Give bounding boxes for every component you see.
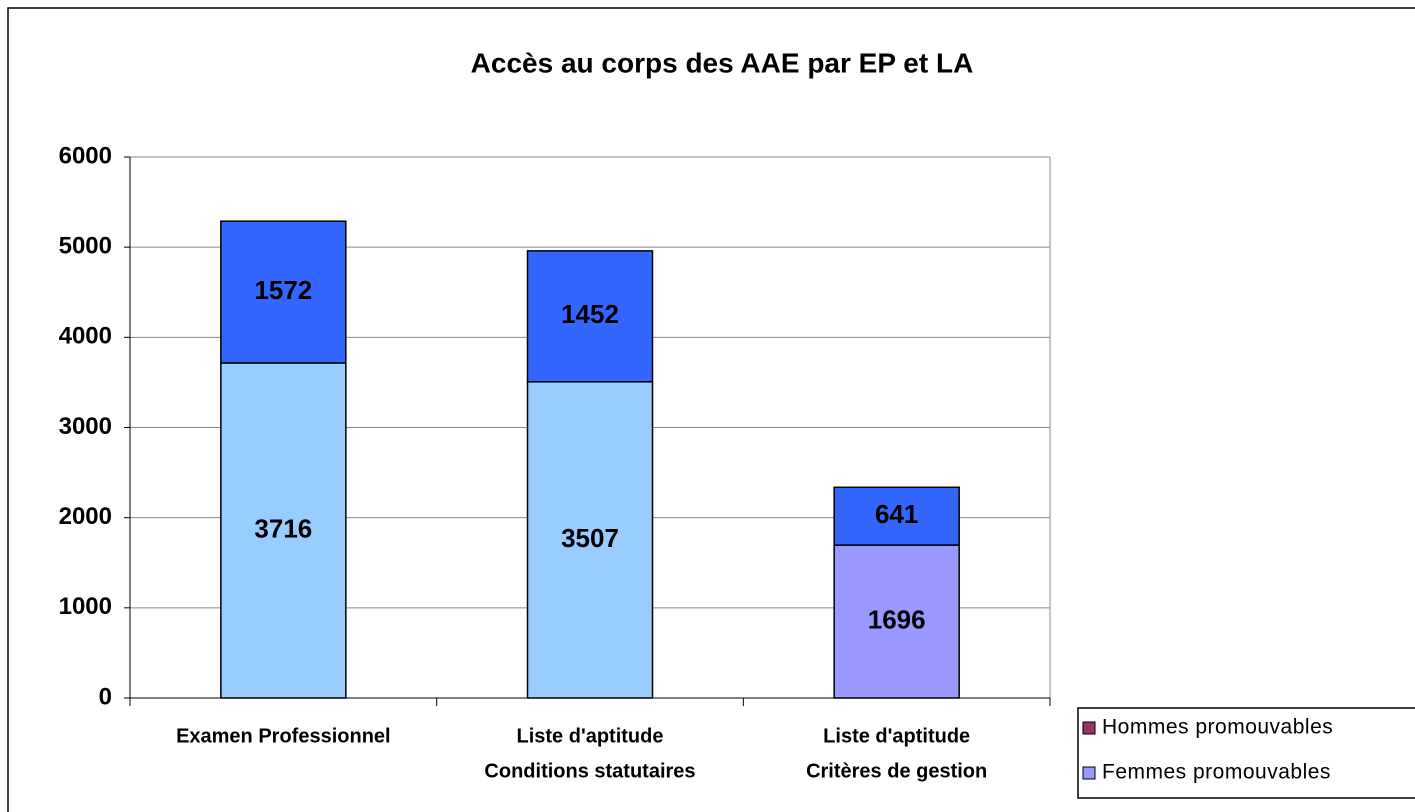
bar-segment — [833, 486, 960, 546]
y-tick-label: 1000 — [59, 593, 112, 620]
value-label: 3507 — [561, 523, 619, 553]
value-label: 641 — [875, 499, 918, 529]
bar-segment — [833, 544, 960, 699]
y-tick-label: 5000 — [59, 233, 112, 260]
x-tick-label: Liste d'aptitude — [823, 725, 970, 747]
x-tick-label: Liste d'aptitude — [517, 725, 664, 747]
bar-segment — [526, 381, 654, 699]
x-tick-label: Examen Professionnel — [176, 725, 391, 747]
value-label: 1452 — [561, 299, 619, 329]
legend-label: Hommes promouvables — [1102, 716, 1333, 739]
chart-frame — [7, 7, 1415, 812]
y-tick-label: 2000 — [59, 503, 112, 530]
y-tick-label: 0 — [99, 683, 112, 710]
x-tick-label: Conditions statutaires — [484, 760, 695, 782]
bar-segment — [526, 250, 654, 383]
y-tick-label: 4000 — [59, 323, 112, 350]
x-tick-label: Critères de gestion — [806, 760, 987, 782]
legend-swatch — [1082, 721, 1096, 735]
legend-box — [1077, 707, 1415, 799]
value-label: 3716 — [254, 513, 312, 543]
legend-swatch — [1082, 766, 1096, 780]
bar-segment — [220, 362, 347, 699]
chart-title: Accès au corps des AAE par EP et LA — [471, 47, 974, 78]
value-label: 1572 — [254, 275, 312, 305]
y-tick-label: 6000 — [59, 142, 112, 169]
bar-segment — [220, 220, 347, 364]
y-tick-label: 3000 — [59, 413, 112, 440]
value-label: 1696 — [868, 604, 926, 634]
legend-label: Femmes promouvables — [1102, 761, 1331, 784]
